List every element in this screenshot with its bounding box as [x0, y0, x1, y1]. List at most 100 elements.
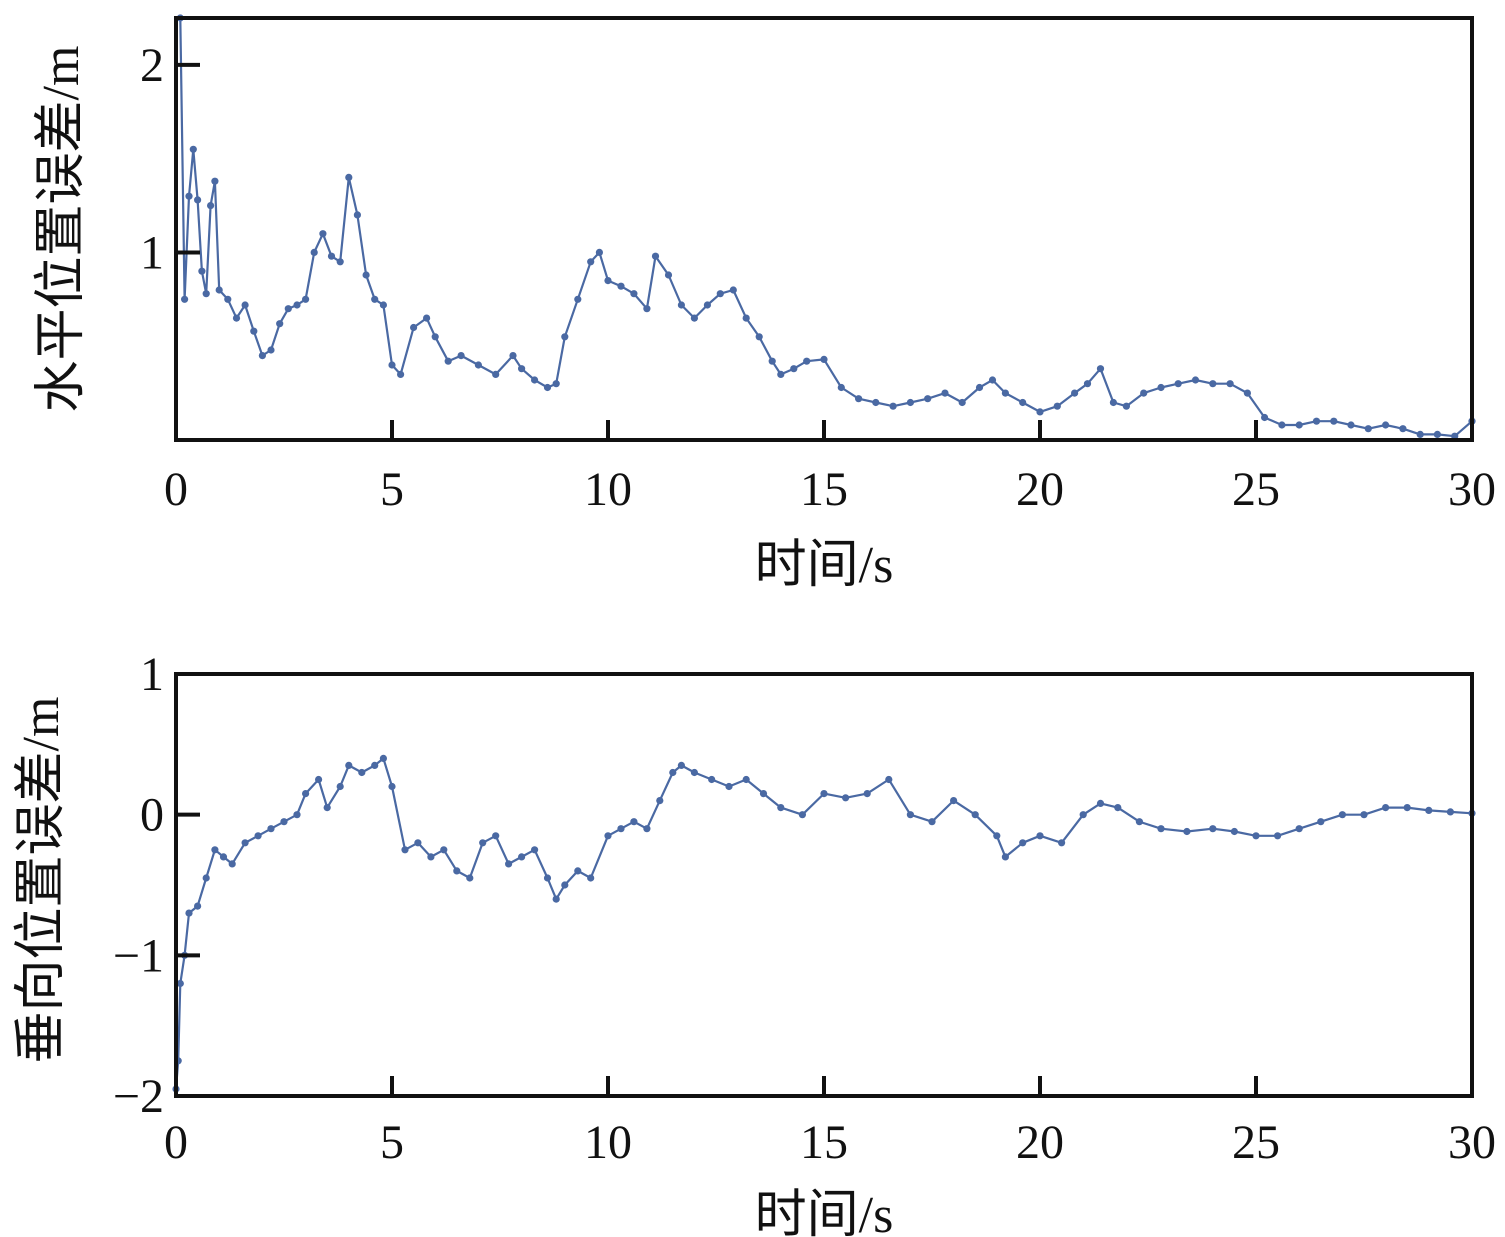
- data-point: [975, 383, 984, 392]
- data-point: [1083, 380, 1092, 388]
- data-point: [941, 389, 949, 397]
- data-point: [1446, 808, 1454, 816]
- x-tick-label: 30: [1448, 463, 1496, 516]
- data-point: [1174, 380, 1182, 388]
- data-point: [185, 192, 193, 200]
- data-point: [388, 361, 396, 369]
- x-tick-label: 25: [1232, 1116, 1280, 1169]
- data-point: [1001, 853, 1010, 861]
- data-point: [1360, 811, 1368, 819]
- data-point: [1058, 839, 1066, 847]
- data-point: [228, 860, 236, 868]
- data-point: [842, 794, 850, 802]
- data-point: [310, 248, 318, 256]
- data-point: [617, 282, 625, 290]
- data-point: [315, 775, 323, 784]
- data-point: [185, 909, 193, 917]
- data-point: [189, 145, 197, 153]
- x-tick-label: 0: [164, 1116, 188, 1169]
- data-point: [427, 853, 435, 861]
- data-point: [1209, 380, 1217, 388]
- data-point: [958, 398, 966, 407]
- data-point: [1295, 825, 1303, 833]
- data-point: [293, 301, 301, 309]
- x-tick-label: 10: [584, 1116, 632, 1169]
- data-point: [423, 314, 431, 322]
- data-point: [1157, 383, 1165, 392]
- data-point: [276, 320, 284, 328]
- x-tick-label: 0: [164, 463, 188, 516]
- data-point: [561, 333, 569, 341]
- data-point: [492, 832, 500, 840]
- data-point: [388, 782, 396, 791]
- y-tick-label: 0: [140, 789, 164, 842]
- data-point: [466, 874, 474, 882]
- x-tick-label: 20: [1016, 463, 1064, 516]
- data-point: [1053, 402, 1061, 410]
- data-point: [410, 323, 418, 332]
- data-point: [885, 775, 893, 784]
- data-point: [1278, 421, 1286, 429]
- data-point: [790, 365, 798, 373]
- data-point: [371, 295, 379, 303]
- series-line: [179, 17, 1473, 438]
- data-point: [1338, 811, 1346, 819]
- data-point: [345, 761, 353, 770]
- data-point: [211, 846, 219, 854]
- data-point: [431, 333, 439, 341]
- data-point: [1183, 827, 1191, 836]
- data-point: [336, 782, 344, 791]
- data-point: [1114, 804, 1122, 812]
- data-point: [302, 295, 310, 303]
- data-point: [284, 305, 292, 313]
- data-point: [1019, 839, 1027, 847]
- data-point: [1019, 398, 1027, 407]
- data-point: [604, 832, 612, 840]
- data-point: [677, 761, 686, 770]
- x-tick-label: 5: [380, 1116, 404, 1169]
- x-tick-label: 5: [380, 463, 404, 516]
- data-point: [1382, 421, 1390, 429]
- data-point: [1425, 806, 1433, 815]
- data-point: [224, 295, 232, 303]
- data-point: [820, 355, 828, 363]
- data-point: [353, 211, 361, 219]
- x-tick-label: 20: [1016, 1116, 1064, 1169]
- data-point: [630, 290, 638, 298]
- data-point: [729, 286, 737, 294]
- data-point: [1230, 827, 1238, 836]
- series-line: [174, 757, 1473, 1090]
- data-point: [742, 775, 750, 784]
- data-point: [708, 775, 716, 784]
- data-point: [725, 782, 733, 791]
- data-point: [561, 881, 569, 889]
- data-point: [768, 357, 776, 365]
- data-point: [604, 277, 612, 285]
- data-point: [1274, 832, 1282, 840]
- data-point: [319, 230, 327, 238]
- data-point: [518, 853, 526, 861]
- data-point: [1001, 389, 1010, 397]
- data-point: [971, 811, 979, 819]
- x-tick-label: 15: [800, 1116, 848, 1169]
- data-point: [414, 839, 422, 847]
- data-point: [1330, 417, 1338, 425]
- data-point: [777, 370, 785, 378]
- data-point: [755, 333, 763, 341]
- data-point: [803, 357, 811, 365]
- data-point: [444, 357, 452, 365]
- data-point: [703, 301, 712, 309]
- data-point: [643, 825, 651, 833]
- data-point: [872, 398, 880, 407]
- data-point: [219, 853, 228, 861]
- data-point: [1416, 430, 1424, 438]
- data-point: [345, 173, 353, 181]
- data-point: [327, 252, 336, 260]
- data-point: [232, 314, 241, 322]
- data-point: [1079, 811, 1087, 819]
- data-point: [716, 290, 724, 298]
- data-point: [950, 797, 958, 805]
- data-point: [552, 895, 560, 903]
- data-point: [906, 398, 915, 407]
